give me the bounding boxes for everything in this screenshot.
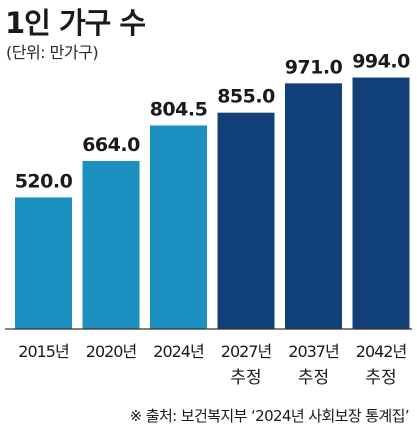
x-tick-label-2: 2020년 xyxy=(86,342,137,361)
data-label-3: 804.5 xyxy=(150,98,208,120)
chart-title: 1인 가구 수 xyxy=(5,6,146,40)
x-tick-sublabel-5: 추정 xyxy=(298,368,329,388)
bar-5 xyxy=(285,83,342,329)
x-tick-sublabel-6: 추정 xyxy=(365,368,396,388)
bar-2 xyxy=(82,161,140,329)
x-tick-label-6: 2042년 xyxy=(356,342,407,361)
bar-4 xyxy=(217,112,275,329)
x-tick-label-3: 2024년 xyxy=(153,342,204,361)
x-tick-label-4: 2027년 xyxy=(221,342,272,361)
x-tick-label-1: 2015년 xyxy=(18,342,69,361)
data-label-6: 994.0 xyxy=(352,51,410,73)
bar-6 xyxy=(352,77,410,329)
x-tick-sublabel-4: 추정 xyxy=(230,368,261,388)
unit-label: (단위: 만가구) xyxy=(6,43,99,62)
data-label-5: 971.0 xyxy=(285,56,343,78)
data-label-4: 855.0 xyxy=(217,86,275,108)
data-label-1: 520.0 xyxy=(15,170,73,192)
source-note: ※ 출처: 보건복지부 ‘2024년 사회보장 통계집’ xyxy=(129,407,410,425)
bar-1 xyxy=(15,197,72,329)
bar-3 xyxy=(150,125,207,329)
x-tick-label-5: 2037년 xyxy=(288,342,339,361)
data-label-2: 664.0 xyxy=(82,134,140,156)
